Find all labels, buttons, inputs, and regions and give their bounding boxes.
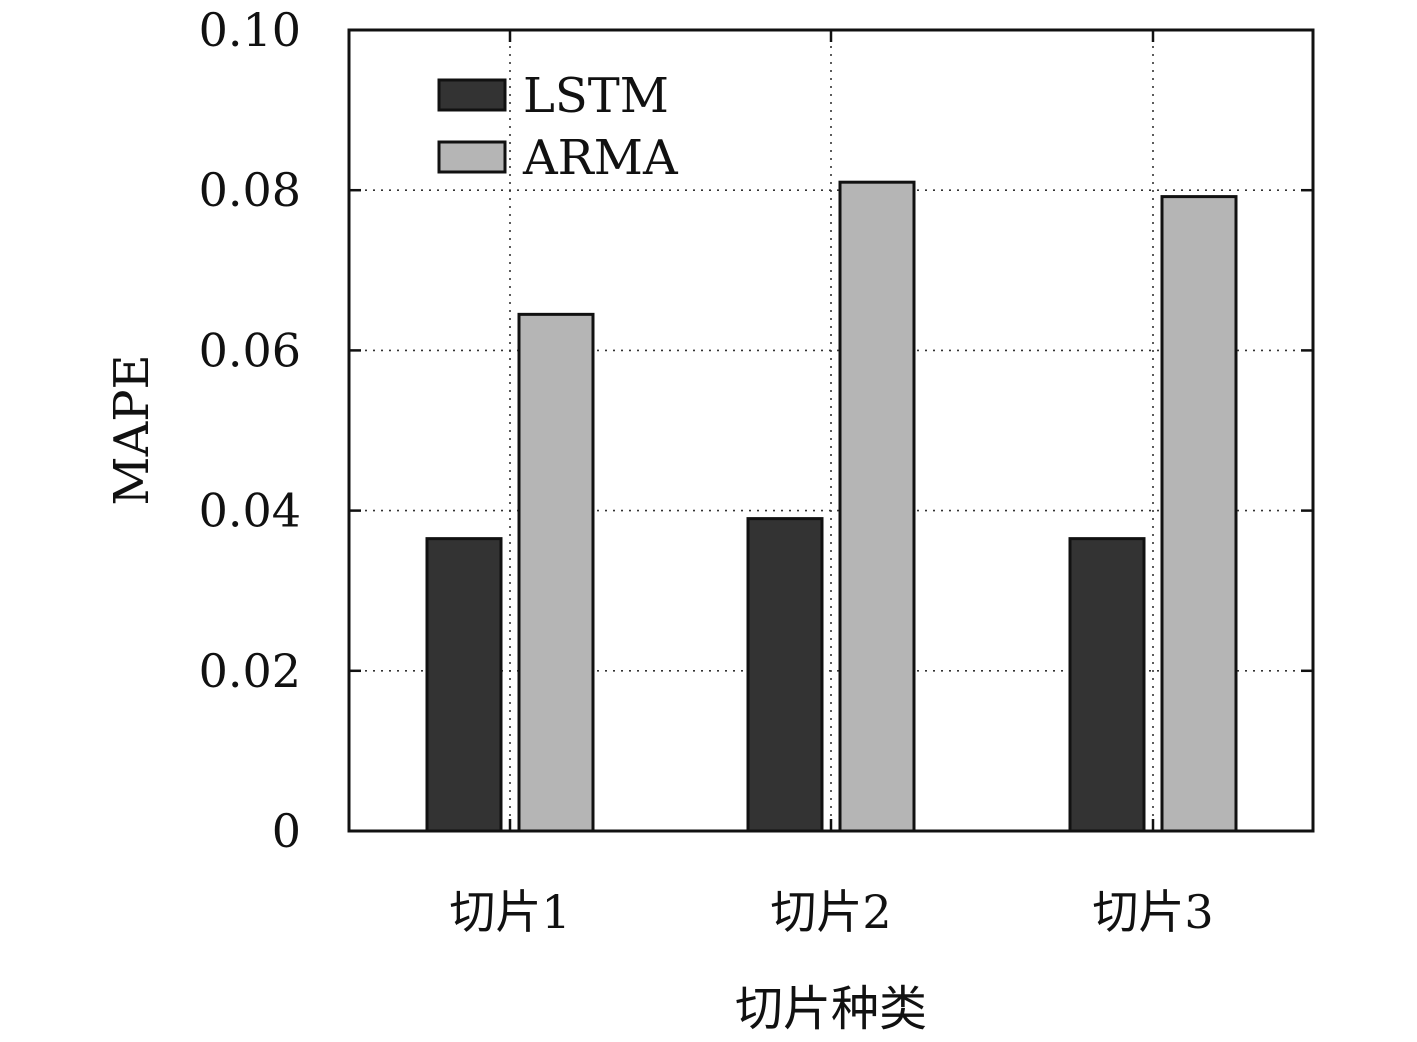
- bar-arma-3: [1160, 195, 1238, 833]
- bar-arma-2: [838, 180, 916, 833]
- legend-label-arma: ARMA: [522, 130, 679, 186]
- legend-label-lstm: LSTM: [523, 68, 669, 124]
- x-category-label: 切片3: [1092, 885, 1213, 939]
- y-axis-title: MAPE: [104, 354, 160, 505]
- bar-lstm-1: [425, 537, 503, 833]
- x-category-label: 切片2: [770, 885, 891, 939]
- y-tick-label: 0.10: [199, 3, 301, 57]
- y-tick-label: 0.02: [199, 644, 301, 698]
- y-tick-label: 0.04: [199, 484, 301, 538]
- bar-lstm-3: [1068, 537, 1146, 833]
- x-axis-title: 切片种类: [735, 981, 927, 1037]
- axis-ticks: 0 0.02 0.04 0.06 0.08 0.10 切片1 切片2 切片3: [199, 3, 1313, 939]
- x-category-label: 切片1: [449, 885, 570, 939]
- legend-swatch-arma: [437, 140, 507, 174]
- y-tick-label: 0.08: [199, 163, 301, 217]
- bar-lstm-2: [746, 517, 824, 833]
- grid: [349, 30, 1313, 831]
- y-tick-label: 0: [272, 804, 301, 858]
- legend: LSTM ARMA: [437, 68, 679, 186]
- legend-swatch-lstm: [437, 78, 507, 112]
- y-tick-label: 0.06: [199, 323, 301, 377]
- bar-arma-1: [517, 312, 595, 833]
- bars: [425, 180, 1238, 833]
